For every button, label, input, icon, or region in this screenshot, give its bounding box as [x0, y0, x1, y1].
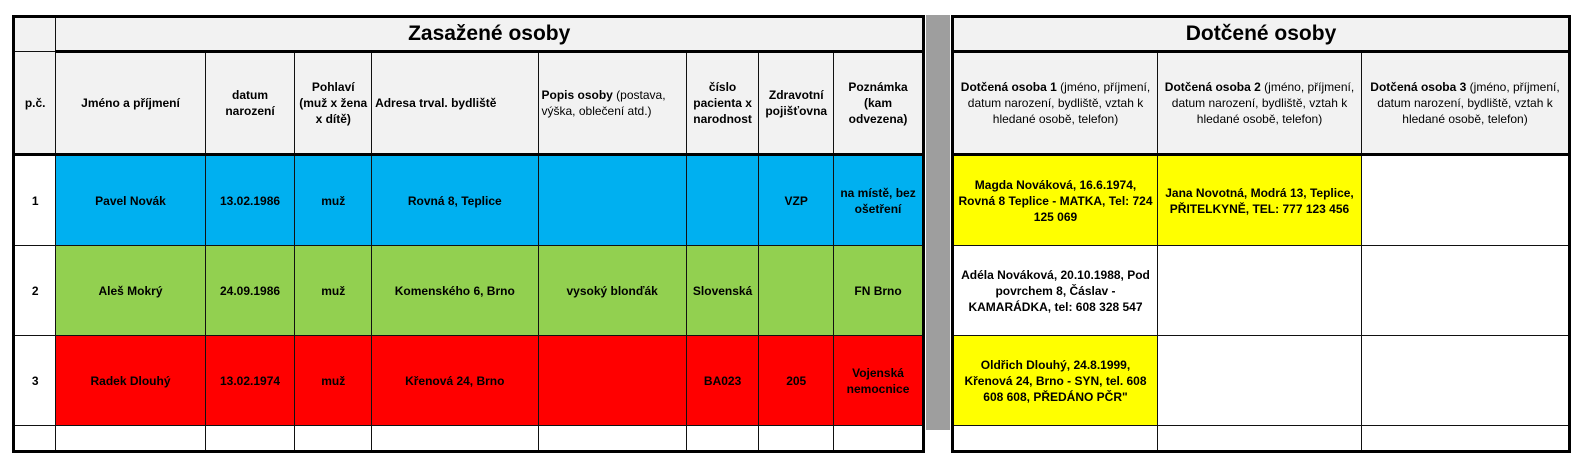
- header-patient: číslo pacienta x narodnost: [685, 51, 760, 157]
- cell-person-1[interactable]: Adéla Nováková, 20.10.1988, Pod povrchem…: [952, 245, 1158, 337]
- related-persons-title: Dotčené osoby: [951, 15, 1571, 54]
- cell-sex[interactable]: muž: [294, 245, 373, 337]
- cell-description[interactable]: [537, 335, 687, 427]
- cell-person-3[interactable]: [1360, 335, 1571, 427]
- table-row: Oldřich Dlouhý, 24.8.1999, Křenová 24, B…: [952, 335, 1571, 427]
- cell-patient[interactable]: [685, 154, 760, 247]
- cell-pc[interactable]: 3: [12, 335, 57, 427]
- cell-name[interactable]: Aleš Mokrý: [55, 245, 206, 337]
- cell-person-2[interactable]: Jana Novotná, Modrá 13, Teplice, PŘITELK…: [1157, 154, 1362, 247]
- cell-insurance[interactable]: VZP: [758, 154, 835, 247]
- cell-description[interactable]: [537, 154, 687, 247]
- header-note: Poznámka (kam odvezena): [833, 51, 924, 157]
- cell-sex[interactable]: muž: [294, 335, 373, 427]
- cell-patient[interactable]: BA023: [685, 335, 760, 427]
- table-row: Adéla Nováková, 20.10.1988, Pod povrchem…: [952, 245, 1571, 337]
- cell-dob[interactable]: 13.02.1986: [204, 154, 296, 247]
- cell-insurance[interactable]: 205: [758, 335, 835, 427]
- cell-dob[interactable]: 13.02.1974: [204, 335, 296, 427]
- cell-name[interactable]: Pavel Novák: [55, 154, 206, 247]
- cell-person-3[interactable]: [1360, 154, 1571, 247]
- table-row: Magda Nováková, 16.6.1974, Rovná 8 Tepli…: [952, 154, 1571, 247]
- header-person-1-rest: (jméno, příjmení, datum narození, bydliš…: [967, 80, 1151, 127]
- header-person-2-bold: Dotčená osoba 2: [1164, 80, 1261, 95]
- cell-person-2[interactable]: [1157, 335, 1362, 427]
- cell-address[interactable]: Komenského 6, Brno: [371, 245, 539, 337]
- cell-person-3[interactable]: [1360, 245, 1571, 337]
- header-person-3-bold: Dotčená osoba 3: [1370, 80, 1467, 95]
- header-person-3-rest: (jméno, příjmení, datum narození, bydliš…: [1377, 80, 1560, 127]
- header-description-bold: Popis osoby: [541, 88, 613, 103]
- table-row: 2 Aleš Mokrý 24.09.1986 muž Komenského 6…: [12, 245, 924, 337]
- corner-cell: [12, 15, 57, 53]
- table-row: 3 Radek Dlouhý 13.02.1974 muž Křenová 24…: [12, 335, 924, 427]
- header-person-1: Dotčená osoba 1 (jméno, příjmení, datum …: [952, 51, 1158, 157]
- header-person-3: Dotčená osoba 3 (jméno, příjmení, datum …: [1360, 51, 1571, 157]
- column-separator: [926, 15, 950, 430]
- cell-person-2[interactable]: [1157, 245, 1362, 337]
- header-dob: datum narození: [204, 51, 296, 157]
- cell-pc[interactable]: 2: [12, 245, 57, 337]
- cell-patient[interactable]: Slovenská: [685, 245, 760, 337]
- header-description: Popis osoby (postava, výška, oblečení at…: [537, 51, 687, 157]
- header-person-1-bold: Dotčená osoba 1: [960, 80, 1057, 95]
- table-row: 1 Pavel Novák 13.02.1986 muž Rovná 8, Te…: [12, 154, 924, 247]
- cell-insurance[interactable]: [758, 245, 835, 337]
- header-address: Adresa trval. bydliště: [371, 51, 539, 157]
- related-persons-table: Dotčené osoby Dotčená osoba 1 (jméno, př…: [951, 15, 1572, 453]
- cell-name[interactable]: Radek Dlouhý: [55, 335, 206, 427]
- header-insurance: Zdravotní pojišťovna: [758, 51, 835, 157]
- header-pc: p.č.: [12, 51, 57, 157]
- header-person-2-rest: (jméno, příjmení, datum narození, bydliš…: [1171, 80, 1355, 127]
- cell-note[interactable]: FN Brno: [833, 245, 924, 337]
- cell-note[interactable]: na místě, bez ošetření: [833, 154, 924, 247]
- cell-address[interactable]: Křenová 24, Brno: [371, 335, 539, 427]
- cell-dob[interactable]: 24.09.1986: [204, 245, 296, 337]
- cell-person-1[interactable]: Magda Nováková, 16.6.1974, Rovná 8 Tepli…: [952, 154, 1158, 247]
- cell-description[interactable]: vysoký blonďák: [537, 245, 687, 337]
- cell-note[interactable]: Vojenská nemocnice: [833, 335, 924, 427]
- affected-persons-table: Zasažené osoby p.č. Jméno a příjmení dat…: [12, 15, 925, 453]
- header-person-2: Dotčená osoba 2 (jméno, příjmení, datum …: [1157, 51, 1362, 157]
- cell-sex[interactable]: muž: [294, 154, 373, 247]
- cell-address[interactable]: Rovná 8, Teplice: [371, 154, 539, 247]
- cell-person-1[interactable]: Oldřich Dlouhý, 24.8.1999, Křenová 24, B…: [952, 335, 1158, 427]
- affected-persons-title: Zasažené osoby: [55, 15, 924, 54]
- header-name: Jméno a příjmení: [55, 51, 206, 157]
- header-description-rest: (postava, výška, oblečení atd.): [541, 88, 666, 119]
- cell-pc[interactable]: 1: [12, 154, 57, 247]
- header-sex: Pohlaví (muž x žena x dítě): [294, 51, 373, 157]
